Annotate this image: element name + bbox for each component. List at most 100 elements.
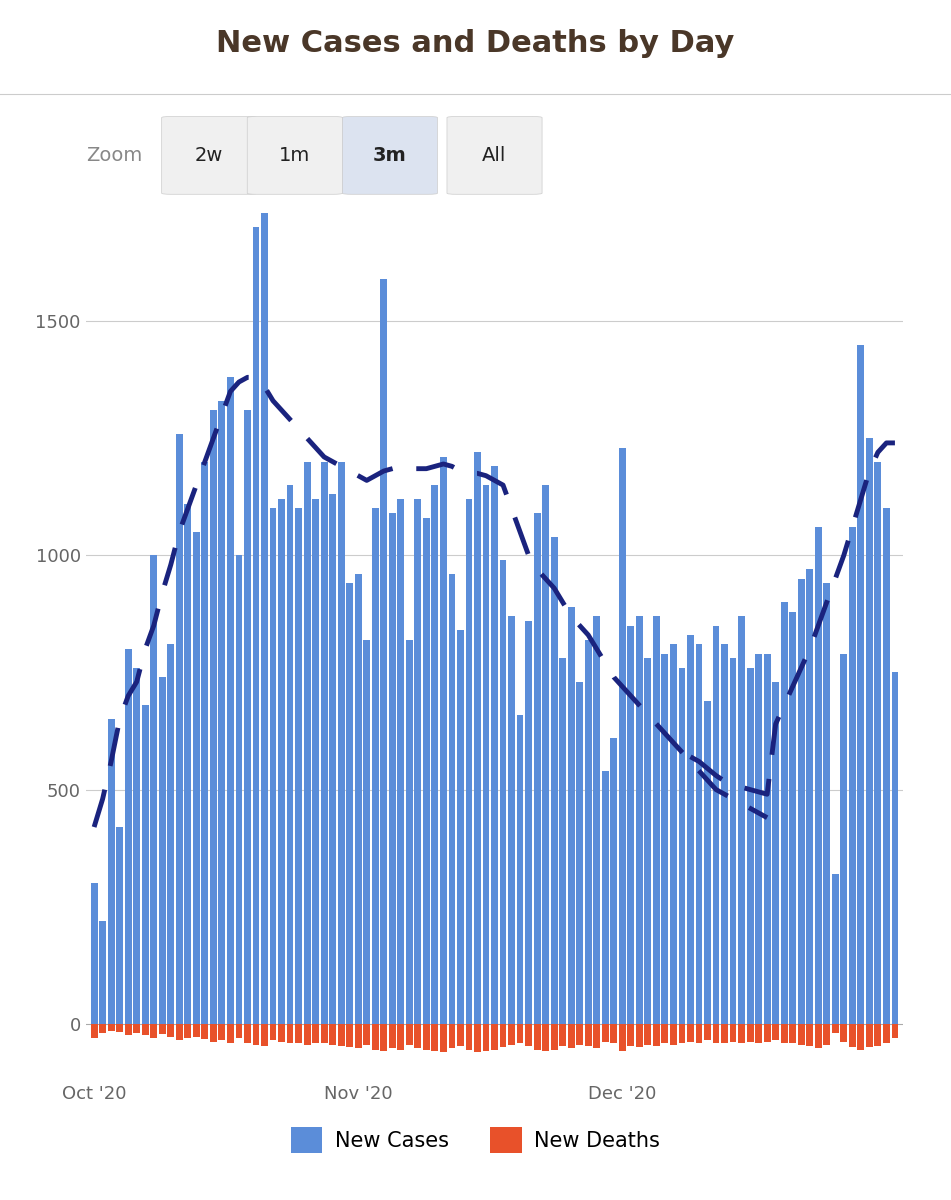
Bar	[295, 1024, 302, 1044]
Bar	[474, 452, 481, 1024]
Bar	[542, 1024, 549, 1051]
Bar	[568, 607, 574, 1024]
Bar	[244, 410, 251, 1024]
Bar	[329, 494, 336, 1024]
Bar	[704, 1024, 711, 1040]
Bar	[704, 701, 711, 1024]
Bar	[440, 457, 447, 1024]
Bar	[593, 1024, 600, 1048]
Bar	[286, 1024, 294, 1043]
Bar	[219, 401, 225, 1024]
Bar	[262, 214, 268, 1024]
Text: Zoom: Zoom	[86, 146, 143, 164]
Bar	[406, 640, 413, 1024]
Bar	[423, 1024, 430, 1050]
Bar	[202, 1024, 208, 1039]
Bar	[167, 644, 174, 1024]
Bar	[380, 1024, 387, 1051]
Bar	[841, 1024, 847, 1042]
Bar	[849, 527, 856, 1024]
Bar	[781, 602, 787, 1024]
Bar	[875, 462, 882, 1024]
Bar	[611, 738, 617, 1024]
Bar	[167, 1024, 174, 1037]
Bar	[363, 640, 370, 1024]
Bar	[559, 659, 566, 1024]
Bar	[516, 1024, 523, 1044]
Bar	[372, 1024, 378, 1050]
Bar	[798, 1024, 805, 1045]
Bar	[415, 499, 421, 1024]
Bar	[278, 499, 285, 1024]
Bar	[832, 874, 839, 1024]
Bar	[346, 583, 353, 1024]
Bar	[636, 617, 643, 1024]
Bar	[244, 1024, 251, 1044]
Bar	[645, 1024, 651, 1045]
Bar	[585, 1024, 592, 1046]
Bar	[858, 1024, 864, 1050]
Bar	[576, 682, 583, 1024]
Bar	[687, 635, 694, 1024]
Bar	[320, 462, 327, 1024]
Bar	[176, 1024, 183, 1040]
Bar	[551, 1024, 557, 1050]
Bar	[406, 1024, 413, 1045]
Bar	[236, 556, 243, 1024]
Bar	[262, 1024, 268, 1046]
FancyBboxPatch shape	[247, 116, 342, 194]
Bar	[534, 1024, 540, 1050]
Bar	[824, 1024, 830, 1045]
Bar	[729, 1024, 736, 1042]
Bar	[474, 1024, 481, 1052]
Bar	[303, 1024, 310, 1045]
Bar	[670, 644, 677, 1024]
Bar	[99, 920, 107, 1024]
Bar	[219, 1024, 225, 1040]
Bar	[338, 1024, 344, 1046]
Bar	[482, 1024, 490, 1051]
Bar	[764, 654, 770, 1024]
Bar	[764, 1024, 770, 1042]
Bar	[372, 509, 378, 1024]
FancyBboxPatch shape	[342, 116, 437, 194]
Bar	[645, 659, 651, 1024]
Bar	[551, 536, 557, 1024]
Bar	[806, 1024, 813, 1046]
Bar	[534, 514, 540, 1024]
Legend: New Cases, New Deaths: New Cases, New Deaths	[291, 1127, 660, 1153]
Bar	[815, 527, 822, 1024]
Bar	[150, 556, 157, 1024]
Bar	[466, 499, 473, 1024]
Bar	[253, 1024, 260, 1045]
Bar	[789, 612, 796, 1024]
Bar	[858, 344, 864, 1024]
Bar	[159, 1024, 165, 1034]
Bar	[491, 1024, 498, 1050]
Bar	[116, 1024, 123, 1032]
Bar	[423, 518, 430, 1024]
Bar	[482, 485, 490, 1024]
Bar	[116, 827, 123, 1024]
Text: 2w: 2w	[195, 146, 223, 164]
Text: 1m: 1m	[280, 146, 310, 164]
Bar	[457, 1024, 464, 1046]
Bar	[142, 1024, 148, 1036]
Bar	[449, 574, 456, 1024]
Bar	[806, 569, 813, 1024]
Bar	[678, 1024, 686, 1044]
Bar	[849, 1024, 856, 1048]
Bar	[628, 1024, 634, 1046]
Bar	[236, 1024, 243, 1038]
Bar	[286, 485, 294, 1024]
Bar	[678, 667, 686, 1024]
Bar	[619, 1024, 626, 1051]
Bar	[883, 509, 890, 1024]
Bar	[355, 1024, 361, 1048]
Bar	[891, 672, 899, 1024]
Bar	[611, 1024, 617, 1044]
Bar	[99, 1024, 107, 1033]
Bar	[432, 485, 438, 1024]
Bar	[295, 509, 302, 1024]
Bar	[542, 485, 549, 1024]
